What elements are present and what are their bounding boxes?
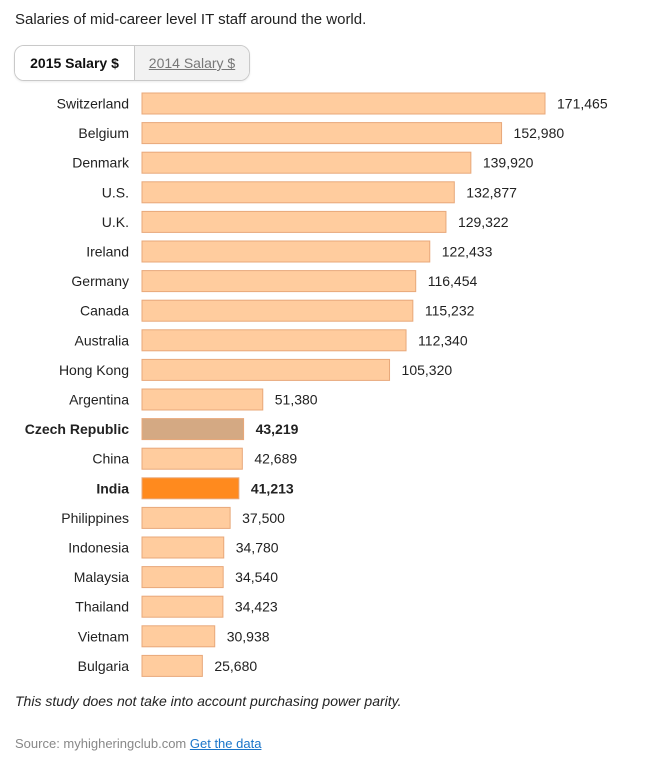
bar-indonesia[interactable] — [141, 536, 225, 559]
bar-denmark[interactable] — [141, 151, 472, 174]
value-label-australia: 112,340 — [418, 332, 468, 348]
source-text: Source: myhigheringclub.com — [15, 736, 187, 751]
value-label-germany: 116,454 — [428, 273, 478, 289]
value-label-canada: 115,232 — [425, 303, 475, 319]
category-label-canada: Canada — [80, 303, 129, 319]
tab-2014-salary[interactable]: 2014 Salary $ — [135, 46, 249, 80]
category-label-switzerland: Switzerland — [57, 96, 129, 112]
year-tabs: 2015 Salary $ 2014 Salary $ — [14, 45, 250, 81]
value-label-vietnam: 30,938 — [227, 628, 270, 644]
footnote: This study does not take into account pu… — [15, 693, 402, 709]
source-line: Source: myhigheringclub.com Get the data — [15, 736, 261, 751]
value-label-hong-kong: 105,320 — [402, 362, 453, 378]
category-label-vietnam: Vietnam — [78, 628, 129, 644]
value-label-india: 41,213 — [251, 480, 294, 496]
value-label-u-k: 129,322 — [458, 214, 509, 230]
bar-canada[interactable] — [141, 299, 414, 322]
category-label-indonesia: Indonesia — [68, 540, 129, 556]
category-label-thailand: Thailand — [75, 599, 129, 615]
category-label-australia: Australia — [75, 332, 130, 348]
value-label-switzerland: 171,465 — [557, 96, 608, 112]
bar-ireland[interactable] — [141, 240, 431, 263]
value-label-bulgaria: 25,680 — [214, 658, 257, 674]
category-label-philippines: Philippines — [61, 510, 129, 526]
category-label-ireland: Ireland — [86, 244, 129, 260]
bar-czech-republic[interactable] — [141, 418, 245, 441]
bar-belgium[interactable] — [141, 122, 503, 145]
tab-2015-salary[interactable]: 2015 Salary $ — [15, 46, 135, 80]
category-label-u-k: U.K. — [102, 214, 129, 230]
bar-argentina[interactable] — [141, 388, 264, 411]
category-label-bulgaria: Bulgaria — [78, 658, 130, 674]
bar-switzerland[interactable] — [141, 92, 546, 115]
bar-china[interactable] — [141, 447, 243, 470]
category-label-argentina: Argentina — [69, 392, 129, 408]
category-label-belgium: Belgium — [78, 125, 129, 141]
category-label-india: India — [96, 480, 129, 496]
value-label-ireland: 122,433 — [442, 244, 493, 260]
bar-germany[interactable] — [141, 270, 417, 293]
bar-u-k[interactable] — [141, 210, 447, 233]
value-label-belgium: 152,980 — [514, 125, 565, 141]
category-label-denmark: Denmark — [72, 155, 130, 171]
bar-bulgaria[interactable] — [141, 654, 203, 677]
bar-malaysia[interactable] — [141, 566, 224, 589]
chart-headline: Salaries of mid-career level IT staff ar… — [15, 11, 367, 28]
get-the-data-link[interactable]: Get the data — [189, 736, 262, 751]
value-label-czech-republic: 43,219 — [256, 421, 299, 437]
value-label-indonesia: 34,780 — [236, 540, 279, 556]
category-label-germany: Germany — [71, 273, 129, 289]
bar-india[interactable] — [141, 477, 240, 500]
category-label-u-s: U.S. — [102, 184, 129, 200]
bar-hong-kong[interactable] — [141, 358, 391, 381]
value-label-malaysia: 34,540 — [235, 569, 278, 585]
bar-thailand[interactable] — [141, 595, 224, 618]
bar-u-s[interactable] — [141, 181, 455, 204]
salary-bar-chart: Switzerland 171,465 Belgium 152,980 Denmark 1… — [25, 92, 608, 677]
value-label-denmark: 139,920 — [483, 155, 534, 171]
value-label-philippines: 37,500 — [242, 510, 285, 526]
value-label-thailand: 34,423 — [235, 599, 278, 615]
category-label-czech-republic: Czech Republic — [25, 421, 129, 437]
category-label-hong-kong: Hong Kong — [59, 362, 129, 378]
bar-philippines[interactable] — [141, 506, 231, 529]
category-label-china: China — [92, 451, 129, 467]
value-label-china: 42,689 — [254, 451, 297, 467]
value-label-u-s: 132,877 — [466, 184, 517, 200]
category-label-malaysia: Malaysia — [74, 569, 129, 585]
value-label-argentina: 51,380 — [275, 392, 318, 408]
bar-vietnam[interactable] — [141, 625, 216, 648]
bar-australia[interactable] — [141, 329, 407, 352]
